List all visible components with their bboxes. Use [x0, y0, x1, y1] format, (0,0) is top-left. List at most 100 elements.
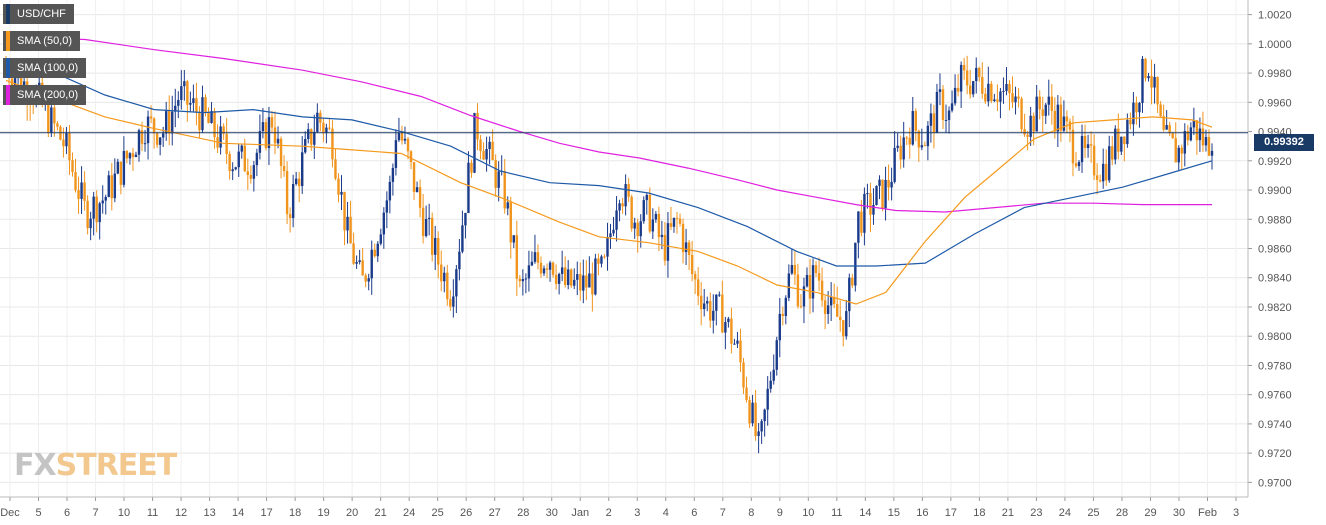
x-tick-label: 2 [606, 507, 612, 519]
legend-item-sma50[interactable]: SMA (50,0) [3, 31, 81, 51]
candle-body [772, 369, 775, 381]
candle-body [388, 181, 392, 201]
candle-body [687, 242, 691, 255]
candle-body [164, 111, 168, 134]
candle-body [152, 118, 156, 134]
candle-body [1153, 76, 1156, 88]
candle-body [243, 145, 246, 172]
x-tick-label: 26 [460, 507, 472, 519]
candle-body [379, 234, 382, 244]
candle-body [158, 137, 162, 145]
legend-item-usdchf[interactable]: USD/CHF [3, 4, 74, 24]
candle-body [548, 262, 552, 270]
candle-body [1147, 76, 1150, 79]
candle-body [249, 174, 253, 179]
candle-body [678, 218, 682, 224]
last-price-tag: 0.99392 [1254, 134, 1314, 151]
candle-body [1150, 76, 1153, 88]
candle-body [1201, 128, 1205, 146]
candle-body [763, 409, 766, 422]
candle-body [1165, 125, 1168, 130]
legend-label-sma50: SMA (50,0) [17, 35, 73, 47]
candle-body [140, 130, 144, 144]
candle-body [482, 151, 485, 160]
candle-body [421, 207, 425, 237]
candle-body [137, 130, 141, 155]
candle-body [1026, 134, 1029, 137]
candle-body [1198, 128, 1202, 141]
candle-body [77, 190, 80, 199]
legend-item-sma100[interactable]: SMA (100,0) [3, 58, 87, 78]
candle-body [817, 273, 821, 281]
candle-body [110, 175, 113, 199]
y-tick-label: 0.9780 [1258, 360, 1292, 372]
candle-body [1141, 58, 1144, 103]
candle-body [113, 173, 117, 199]
candle-body [497, 171, 500, 188]
x-tick-label: 13 [203, 507, 215, 519]
candle-body [672, 217, 676, 227]
candle-body [307, 129, 310, 140]
candle-body [403, 138, 407, 141]
x-tick-label: 6 [64, 507, 70, 519]
candle-body [947, 110, 951, 121]
candle-body [938, 89, 942, 92]
candle-body [866, 193, 869, 195]
candle-body [252, 165, 256, 179]
candle-body [204, 97, 207, 113]
candle-body [636, 222, 639, 237]
candle-body [793, 265, 797, 275]
candle-body [1207, 137, 1211, 156]
candle-body [270, 117, 274, 128]
candle-body [926, 125, 930, 147]
candle-body [47, 101, 50, 133]
candle-body [736, 340, 739, 344]
candle-body [996, 99, 999, 102]
candle-body [370, 249, 373, 279]
candle-body [648, 194, 652, 232]
x-tick-label: 8 [748, 507, 754, 519]
candle-body [491, 141, 494, 161]
candle-body [304, 139, 307, 153]
legend-item-sma200[interactable]: SMA (200,0) [3, 85, 87, 105]
x-tick-label: 14 [232, 507, 244, 519]
candle-body [663, 234, 667, 261]
candle-body [515, 235, 519, 279]
candle-body [554, 274, 558, 284]
candle-body [769, 380, 772, 389]
candle-body [1044, 104, 1047, 116]
candle-body [899, 145, 902, 160]
y-tick-label: 0.9980 [1258, 68, 1292, 80]
candle-body [1189, 127, 1193, 141]
candle-body [161, 133, 165, 138]
candle-body [1032, 115, 1035, 132]
candle-body [449, 299, 452, 307]
candle-body [860, 211, 863, 233]
candle-body [950, 103, 954, 111]
candle-body [902, 137, 905, 160]
candle-body [1108, 146, 1111, 181]
candle-body [488, 141, 491, 150]
candle-body [881, 179, 884, 209]
legend-label-sma200: SMA (200,0) [17, 89, 79, 101]
candle-body [1210, 150, 1214, 156]
candle-body [1177, 147, 1180, 163]
candle-body [1183, 131, 1186, 154]
candle-body [391, 167, 395, 182]
candle-body [237, 151, 240, 168]
candle-body [503, 170, 506, 209]
candle-body [409, 151, 413, 163]
candle-body [222, 126, 225, 134]
candle-body [201, 97, 204, 131]
candle-body [331, 128, 334, 160]
candle-body [276, 138, 280, 144]
candle-body [533, 252, 537, 262]
candle-body [1105, 163, 1108, 181]
candle-body [993, 99, 996, 102]
candle-body [134, 154, 138, 158]
x-tick-label: 17 [260, 507, 272, 519]
candle-body [385, 200, 389, 213]
candle-body [125, 151, 129, 159]
